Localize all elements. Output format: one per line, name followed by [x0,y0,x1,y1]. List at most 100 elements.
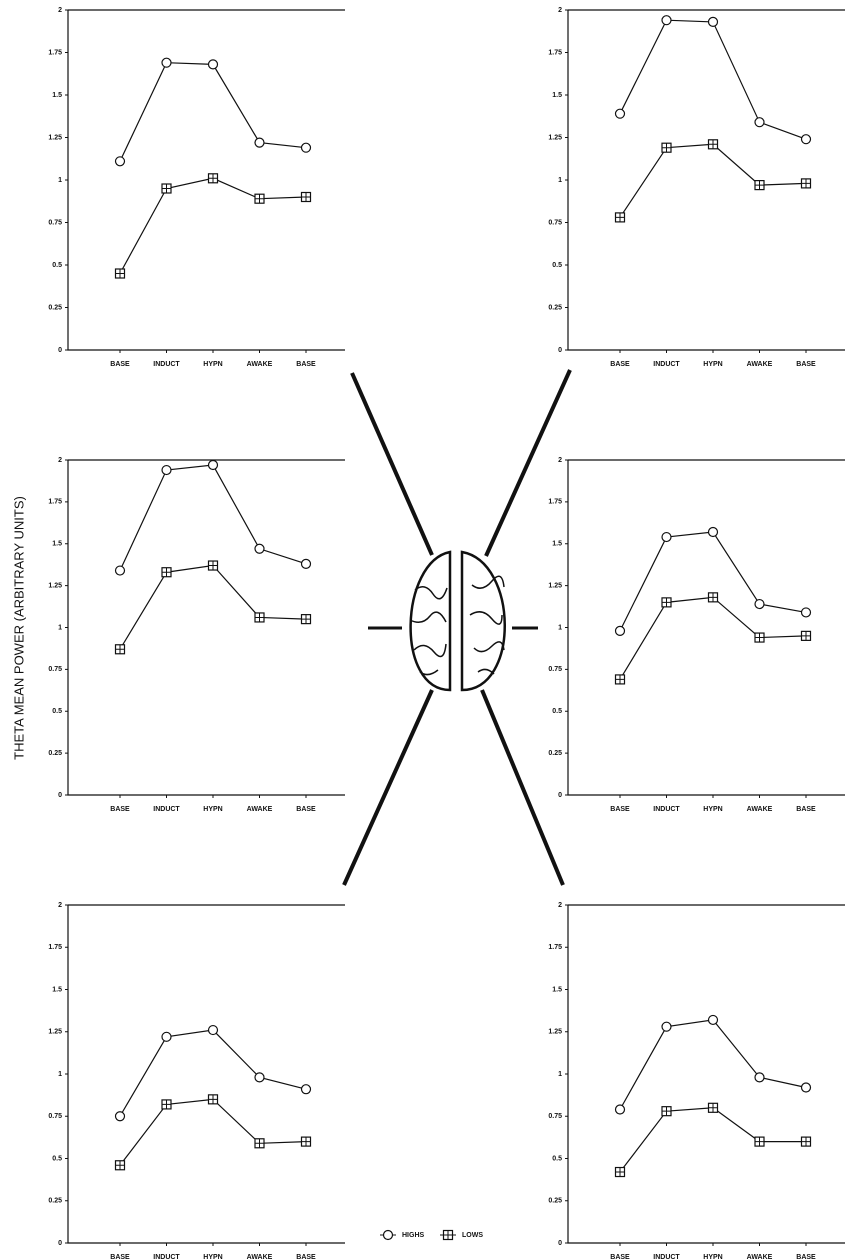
y-tick-label: 0.5 [52,262,62,269]
series-line [620,1108,806,1172]
data-point [616,1168,625,1177]
x-tick-label: BASE [796,806,816,813]
y-tick-label: 1.25 [48,1029,62,1036]
data-point [662,16,671,25]
y-tick-label: 0.25 [48,750,62,757]
x-tick-label: BASE [110,806,130,813]
data-point [302,193,311,202]
series-line [620,532,806,631]
y-tick-label: 0.25 [548,1198,562,1205]
y-tick-label: 0 [558,347,562,354]
y-tick-label: 0.75 [548,1113,562,1120]
legend-label: HIGHS [402,1232,425,1239]
data-point [162,568,171,577]
data-point [255,1139,264,1148]
y-tick-label: 0.75 [548,219,562,226]
series-line [120,178,306,273]
data-point [209,60,218,69]
data-point [162,466,171,475]
y-tick-label: 1 [58,177,62,184]
x-tick-label: BASE [296,1254,316,1259]
data-point [755,1073,764,1082]
data-point [255,194,264,203]
data-point [209,461,218,470]
plot-frame [68,905,345,1243]
legend-marker [444,1231,453,1240]
y-tick-label: 1 [58,624,62,631]
series-line [120,465,306,571]
data-point [162,1100,171,1109]
plot-frame [568,905,845,1243]
data-point [616,213,625,222]
data-point [116,1112,125,1121]
y-tick-label: 1.25 [48,582,62,589]
data-point [802,608,811,617]
data-point [116,645,125,654]
data-point [709,1103,718,1112]
y-tick-label: 0 [58,347,62,354]
y-tick-label: 0.5 [52,1155,62,1162]
y-tick-label: 0 [558,792,562,799]
data-point [302,143,311,152]
data-point [662,1022,671,1031]
x-tick-label: INDUCT [153,806,180,813]
x-tick-label: BASE [296,361,316,368]
data-point [755,181,764,190]
y-tick-label: 2 [558,457,562,464]
y-tick-label: 2 [558,902,562,909]
y-tick-label: 0 [58,1240,62,1247]
data-point [802,631,811,640]
series-line [120,1099,306,1165]
y-tick-label: 0.25 [48,304,62,311]
data-point [209,1026,218,1035]
data-point [755,118,764,127]
data-point [255,544,264,553]
data-point [255,138,264,147]
y-tick-label: 0.5 [552,1155,562,1162]
y-tick-label: 0.75 [48,219,62,226]
series-line [120,63,306,162]
legend-marker [384,1231,393,1240]
data-point [209,174,218,183]
x-tick-label: INDUCT [153,1254,180,1259]
data-point [709,593,718,602]
x-tick-label: INDUCT [653,361,680,368]
data-point [209,1095,218,1104]
x-tick-label: AWAKE [247,806,273,813]
x-tick-label: HYPN [203,806,222,813]
y-tick-label: 1.5 [552,92,562,99]
plot-frame [68,460,345,795]
data-point [302,1137,311,1146]
y-tick-label: 0.25 [548,750,562,757]
x-tick-label: BASE [610,361,630,368]
data-point [755,633,764,642]
data-point [255,613,264,622]
data-point [802,179,811,188]
y-tick-label: 1.75 [548,499,562,506]
series-line [120,566,306,650]
data-point [616,675,625,684]
y-tick-label: 1.25 [48,134,62,141]
y-tick-label: 0 [58,792,62,799]
y-tick-label: 0 [558,1240,562,1247]
data-point [802,135,811,144]
series-line [620,144,806,217]
x-tick-label: AWAKE [747,361,773,368]
x-tick-label: BASE [110,361,130,368]
data-point [116,566,125,575]
x-tick-label: INDUCT [653,806,680,813]
figure: THETA MEAN POWER (ARBITRARY UNITS) 00.25… [0,0,845,1259]
x-tick-label: BASE [110,1254,130,1259]
y-tick-label: 1.75 [548,49,562,56]
y-tick-label: 2 [558,7,562,14]
y-tick-label: 0.75 [48,1113,62,1120]
data-point [662,1107,671,1116]
x-tick-label: BASE [610,806,630,813]
x-tick-label: BASE [796,361,816,368]
y-tick-label: 1.25 [548,1029,562,1036]
data-point [662,143,671,152]
x-tick-label: AWAKE [247,1254,273,1259]
data-point [302,615,311,624]
y-tick-label: 0.75 [48,666,62,673]
y-tick-label: 1.75 [48,944,62,951]
